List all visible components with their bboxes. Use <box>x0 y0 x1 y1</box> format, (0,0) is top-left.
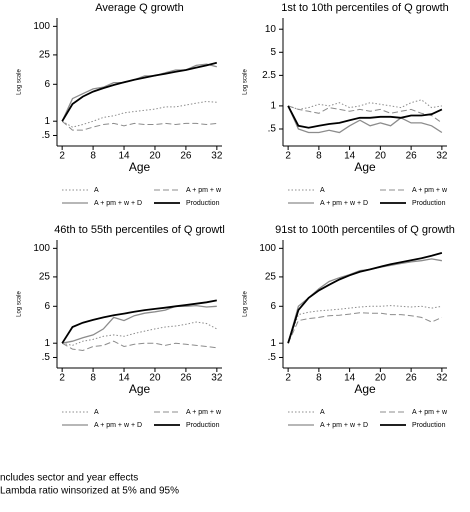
y-tick-label: 5 <box>270 47 276 58</box>
chart-title: 46th to 55th percentiles of Q growtl <box>54 224 225 236</box>
legend-label: Production <box>412 422 446 429</box>
legend-label: A + pm + w <box>186 409 222 416</box>
series-line <box>287 258 443 344</box>
legend-label: A <box>94 409 99 416</box>
x-tick-label: 14 <box>344 151 356 162</box>
y-tick-label: 25 <box>39 50 51 61</box>
plot: 1st to 10th percentiles of Q growth Log s… <box>243 2 449 207</box>
legend-label: A + pm + w <box>412 187 448 194</box>
series-line <box>287 105 443 129</box>
legend-label: A + pm + w + D <box>94 422 142 429</box>
x-tick-label: 14 <box>118 151 130 162</box>
x-tick-label: 26 <box>180 151 192 162</box>
y-tick-label: 100 <box>33 21 50 32</box>
x-tick-label: 20 <box>375 373 387 384</box>
plot: Average Q growth Log scale Age .5 1 6 25 100 2 8 1… <box>17 2 223 207</box>
y-tick-label: 100 <box>33 243 50 254</box>
y-tick-label: 6 <box>270 301 276 312</box>
x-tick-label: 32 <box>211 373 223 384</box>
y-tick-label: .5 <box>42 130 51 141</box>
y-tick-label: 6 <box>44 79 50 90</box>
y-tick-label: 100 <box>259 243 276 254</box>
x-tick-label: 20 <box>149 151 161 162</box>
series-line <box>61 120 217 131</box>
legend-label: A + pm + w + D <box>320 200 368 207</box>
y-tick-label: .5 <box>42 352 51 363</box>
y-tick-label: 25 <box>265 272 277 283</box>
x-tick-label: 20 <box>375 151 387 162</box>
y-tick-label: 10 <box>265 24 277 35</box>
x-tick-label: 14 <box>118 373 130 384</box>
legend-label: A <box>320 187 325 194</box>
plot: 46th to 55th percentiles of Q growtl Log … <box>17 224 225 429</box>
x-tick-label: 2 <box>59 151 65 162</box>
legend-label: Production <box>186 422 220 429</box>
note: ncludes sector and year effects <box>0 473 138 484</box>
chart-title: Average Q growth <box>95 2 183 14</box>
plot: 91st to 100th percentiles of Q growth Log… <box>243 224 455 429</box>
y-tick-label: 1 <box>270 101 276 112</box>
legend-label: A + pm + w + D <box>94 200 142 207</box>
x-tick-label: 26 <box>180 373 192 384</box>
legend-label: A <box>320 409 325 416</box>
x-tick-label: 26 <box>406 151 418 162</box>
x-axis-label: Age <box>354 160 376 174</box>
series-line <box>287 105 443 124</box>
x-tick-label: 20 <box>149 373 161 384</box>
y-axis-label: Log scale <box>243 68 249 94</box>
legend-label: A + pm + w <box>412 409 448 416</box>
y-tick-label: 2.5 <box>262 70 276 81</box>
y-tick-label: 25 <box>39 272 51 283</box>
x-axis-label: Age <box>354 382 376 396</box>
y-tick-label: 1 <box>270 338 276 349</box>
x-tick-label: 26 <box>406 373 418 384</box>
y-tick-label: 1 <box>44 116 50 127</box>
y-tick-label: 1 <box>44 338 50 349</box>
x-tick-label: 32 <box>436 373 448 384</box>
x-tick-label: 2 <box>285 151 291 162</box>
x-axis-label: Age <box>129 160 151 174</box>
y-tick-label: .5 <box>268 352 277 363</box>
y-tick-label: .5 <box>268 124 277 135</box>
series-line <box>62 321 218 346</box>
series-line <box>287 105 443 134</box>
x-tick-label: 14 <box>344 373 356 384</box>
legend-label: Production <box>412 200 446 207</box>
chart-title: 91st to 100th percentiles of Q growth <box>275 224 455 236</box>
x-tick-label: 8 <box>90 373 96 384</box>
series-line <box>61 299 217 344</box>
series-line <box>287 312 443 344</box>
series-line <box>61 61 218 122</box>
x-tick-label: 32 <box>211 151 223 162</box>
x-tick-label: 8 <box>90 151 96 162</box>
y-axis-label: Log scale <box>17 68 23 94</box>
chart-title: 1st to 10th percentiles of Q growth <box>281 2 449 14</box>
x-tick-label: 32 <box>436 151 448 162</box>
legend-label: A + pm + w + D <box>320 422 368 429</box>
y-axis-label: Log scale <box>17 290 23 316</box>
legend-label: A + pm + w <box>186 187 222 194</box>
x-axis-label: Age <box>129 382 151 396</box>
series-line <box>61 63 217 122</box>
series-line <box>287 252 443 344</box>
y-axis-label: Log scale <box>243 290 249 316</box>
x-tick-label: 8 <box>316 151 322 162</box>
note: Lambda ratio winsorized at 5% and 95% <box>0 486 179 497</box>
legend-label: Production <box>186 200 220 207</box>
series-line <box>61 100 217 128</box>
x-tick-label: 2 <box>59 373 65 384</box>
series-line <box>287 99 442 110</box>
y-tick-label: 6 <box>44 301 50 312</box>
series-line <box>61 340 217 352</box>
x-tick-label: 2 <box>285 373 291 384</box>
legend-label: A <box>94 187 99 194</box>
series-line <box>287 305 442 344</box>
series-line <box>62 304 217 344</box>
x-tick-label: 8 <box>316 373 322 384</box>
